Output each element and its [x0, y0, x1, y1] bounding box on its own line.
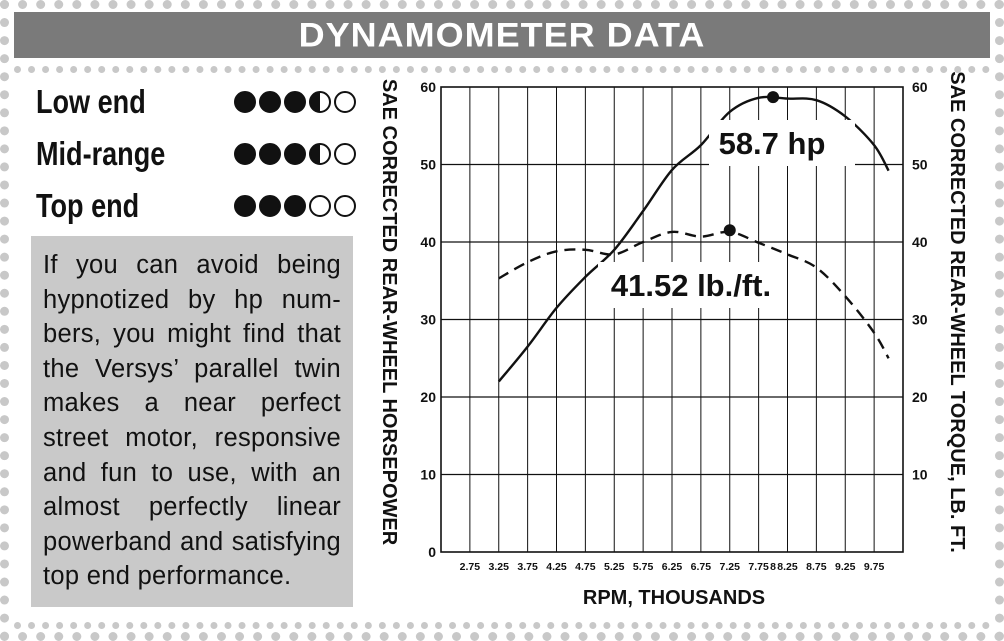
rating-dot-full	[259, 195, 281, 217]
rating-dot-full	[284, 195, 306, 217]
rating-dot-empty	[334, 143, 356, 165]
y-tick-label: 0	[428, 544, 436, 560]
rating-dot-full	[234, 91, 256, 113]
x-tick-label: 2.75	[460, 561, 481, 573]
rating-label: Top end	[36, 187, 140, 224]
x-tick-label: 5.25	[604, 561, 625, 573]
torque-line	[498, 230, 890, 359]
x-tick-label: 6.75	[691, 561, 712, 573]
peak-marker	[767, 91, 780, 104]
y-tick-label: 50	[420, 157, 436, 173]
x-ticks: 2.75 3.25 3.75 4.25 4.75 5.25 5.75 6.25 6.75 7.25…	[460, 561, 885, 573]
ratings-panel: Low end Mid-range Top end	[36, 76, 356, 232]
y-tick-label-right: 10	[912, 467, 928, 483]
rating-dots	[234, 143, 356, 165]
y-tick-label-right: 40	[912, 234, 928, 250]
chart-markers	[723, 91, 780, 237]
y-tick-label: 30	[420, 312, 436, 328]
y-axis-title-right: SAE CORRECTED REAR-WHEEL TORQUE, LB. FT.	[946, 71, 968, 553]
x-tick-label: 3.25	[489, 561, 510, 573]
torque-callout-label: 41.52 lb./ft.	[611, 268, 771, 303]
y-tick-label: 10	[420, 467, 436, 483]
summary-box: If you can avoid being hypnotized by hp …	[31, 236, 353, 607]
chart-grid	[440, 86, 904, 553]
rating-dot-full	[284, 91, 306, 113]
chart-callouts: 58.7 hp 41.52 lb./ft.	[598, 120, 855, 308]
horsepower-line	[497, 95, 890, 383]
rating-row-top-end: Top end	[36, 180, 356, 232]
rating-label: Low end	[36, 83, 146, 120]
rating-dot-empty	[334, 91, 356, 113]
rating-dot-empty	[334, 195, 356, 217]
rating-row-low-end: Low end	[36, 76, 356, 128]
summary-text: If you can avoid being hypnotized by hp …	[43, 251, 341, 591]
y-tick-label-right: 50	[912, 157, 928, 173]
y-ticks-left: 0 10 20 30 40 50 60	[420, 79, 436, 560]
x-tick-label: 5.75	[633, 561, 654, 573]
y-ticks-right: 10 20 30 40 50 60	[912, 79, 928, 483]
rating-label: Mid-range	[36, 135, 166, 172]
rating-dot-half	[309, 143, 331, 165]
rating-dot-full	[234, 143, 256, 165]
y-tick-label-right: 60	[912, 79, 928, 95]
hp-callout-label: 58.7 hp	[719, 126, 826, 161]
x-tick-label: 7.75	[748, 561, 769, 573]
x-axis-title: RPM, THOUSANDS	[583, 587, 765, 609]
title-bar: DYNAMOMETER DATA	[14, 12, 990, 58]
rating-dots	[234, 195, 356, 217]
x-tick-label: 8.25	[777, 561, 798, 573]
x-tick-label: 4.75	[575, 561, 596, 573]
rating-dots	[234, 91, 356, 113]
peak-marker	[723, 224, 736, 237]
divider-top	[14, 66, 990, 73]
x-tick-label: 9.75	[864, 561, 885, 573]
y-tick-label-right: 30	[912, 312, 928, 328]
divider-bottom	[14, 622, 990, 629]
rating-dot-full	[259, 91, 281, 113]
x-tick-label: 6.25	[662, 561, 683, 573]
y-axis-title-left: SAE CORRECTED REAR-WHEEL HORSEPOWER	[378, 79, 400, 546]
y-tick-label: 40	[420, 234, 436, 250]
x-tick-label: 8.75	[806, 561, 827, 573]
y-tick-label: 60	[420, 79, 436, 95]
page-title: DYNAMOMETER DATA	[298, 15, 706, 54]
rating-row-mid-range: Mid-range	[36, 128, 356, 180]
rating-dot-empty	[309, 195, 331, 217]
rating-dot-full	[234, 195, 256, 217]
x-tick-label: 8	[770, 561, 776, 573]
x-tick-label: 9.25	[835, 561, 856, 573]
x-tick-label: 4.25	[546, 561, 567, 573]
rating-dot-full	[259, 143, 281, 165]
y-tick-label: 20	[420, 389, 436, 405]
hp-callout-box	[709, 120, 855, 166]
x-tick-label: 3.75	[517, 561, 538, 573]
rating-dot-half	[309, 91, 331, 113]
rating-dot-full	[284, 143, 306, 165]
y-tick-label-right: 20	[912, 389, 928, 405]
x-tick-label: 7.25	[720, 561, 741, 573]
chart-series	[497, 95, 890, 383]
torque-callout-box	[598, 262, 784, 308]
